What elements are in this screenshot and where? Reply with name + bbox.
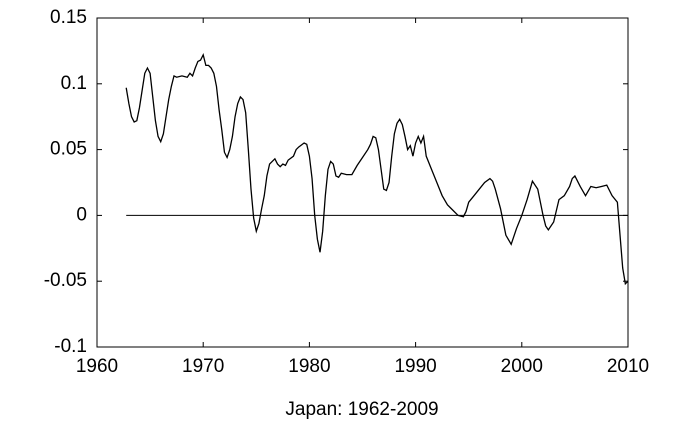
x-tick-label: 1980	[288, 356, 330, 377]
x-tick-label: 2010	[607, 356, 649, 377]
x-tick-label: 2000	[501, 356, 543, 377]
x-tick-label: 1960	[76, 356, 118, 377]
y-tick-label: 0.15	[50, 7, 87, 28]
y-tick-label: 0.1	[61, 73, 87, 94]
y-tick-label: 0.05	[50, 139, 87, 160]
data-line	[125, 52, 629, 286]
x-tick-label: 1970	[182, 356, 224, 377]
plot-frame	[96, 17, 629, 348]
y-tick-label: 0	[76, 204, 87, 225]
x-axis-label: Japan: 1962-2009	[285, 399, 438, 420]
x-tick-label: 1990	[394, 356, 436, 377]
y-tick-label: -0.05	[44, 270, 87, 291]
y-tick-label: -0.1	[54, 336, 87, 357]
